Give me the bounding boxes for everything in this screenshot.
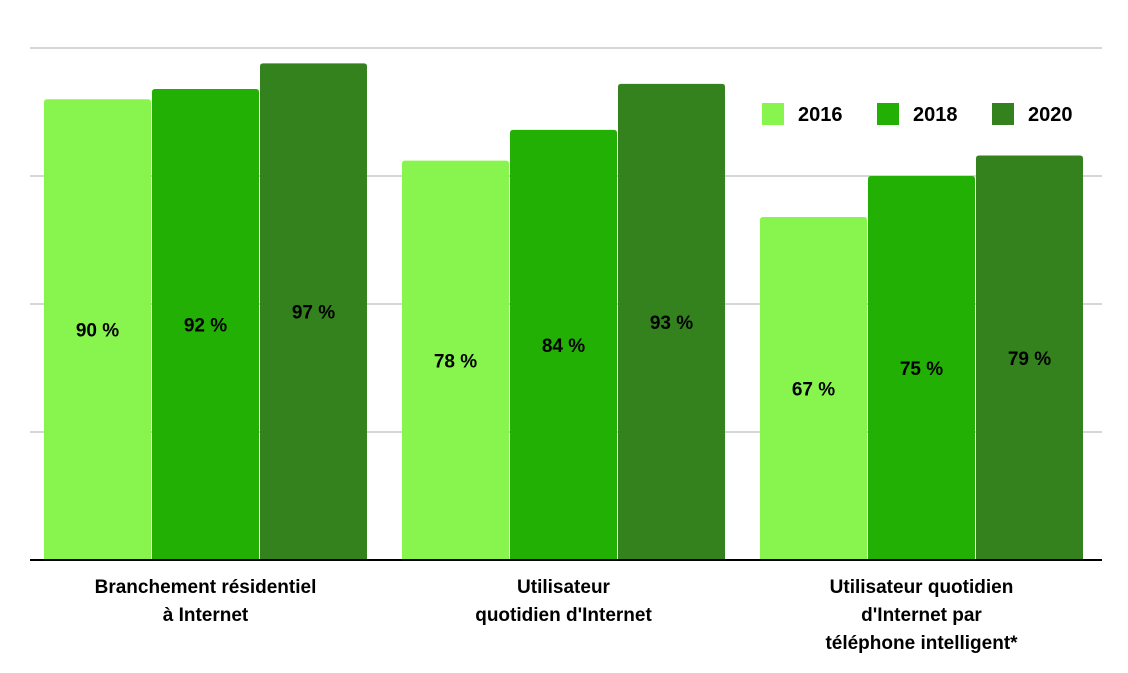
category-label-line: Branchement résidentiel: [95, 577, 317, 598]
legend: 2016 2018 2020: [762, 103, 1073, 126]
bar-value-label: 79 %: [1008, 349, 1051, 370]
bar-value-label: 92 %: [184, 315, 227, 336]
bar-value-label: 84 %: [542, 336, 585, 357]
category-label-line: d'Internet par: [861, 605, 982, 626]
category-label-line: à Internet: [163, 605, 249, 626]
bar-value-label: 75 %: [900, 359, 943, 380]
bar-value-label: 93 %: [650, 313, 693, 334]
category-label: Utilisateur quotidien d'Internet: [475, 577, 652, 626]
category-labels: Branchement résidentiel à Internet Utilisa…: [95, 577, 1019, 654]
bars: [44, 63, 1083, 561]
bar-2016: [402, 160, 509, 560]
category-label: Branchement résidentiel à Internet: [95, 577, 317, 626]
category-label-line: quotidien d'Internet: [475, 605, 652, 626]
bar-2018: [868, 176, 975, 560]
legend-swatch-2016: [762, 103, 784, 125]
bar-labels: 90 % 92 % 97 % 78 % 84 % 93 % 67 % 75 % 79 %: [76, 303, 1051, 401]
legend-label: 2018: [913, 104, 958, 126]
category-label-line: Utilisateur: [517, 577, 611, 598]
bar-2018: [510, 129, 617, 561]
legend-label: 2020: [1028, 104, 1073, 126]
bar-2016: [44, 99, 151, 560]
legend-label: 2016: [798, 104, 843, 126]
bar-2018: [152, 88, 259, 561]
bar-value-label: 97 %: [292, 303, 335, 324]
legend-swatch-2020: [992, 103, 1014, 125]
bar-value-label: 78 %: [434, 351, 477, 372]
bar-value-label: 67 %: [792, 379, 835, 400]
bar-2020: [260, 63, 367, 561]
legend-swatch-2018: [877, 103, 899, 125]
bar-2020: [976, 155, 1083, 560]
category-label-line: Utilisateur quotidien: [830, 577, 1014, 598]
bar-value-label: 90 %: [76, 321, 119, 342]
category-label: Utilisateur quotidien d'Internet par télép…: [825, 577, 1018, 654]
category-label-line: téléphone intelligent*: [825, 633, 1018, 654]
bar-2016: [760, 216, 867, 560]
bar-2020: [618, 83, 725, 560]
